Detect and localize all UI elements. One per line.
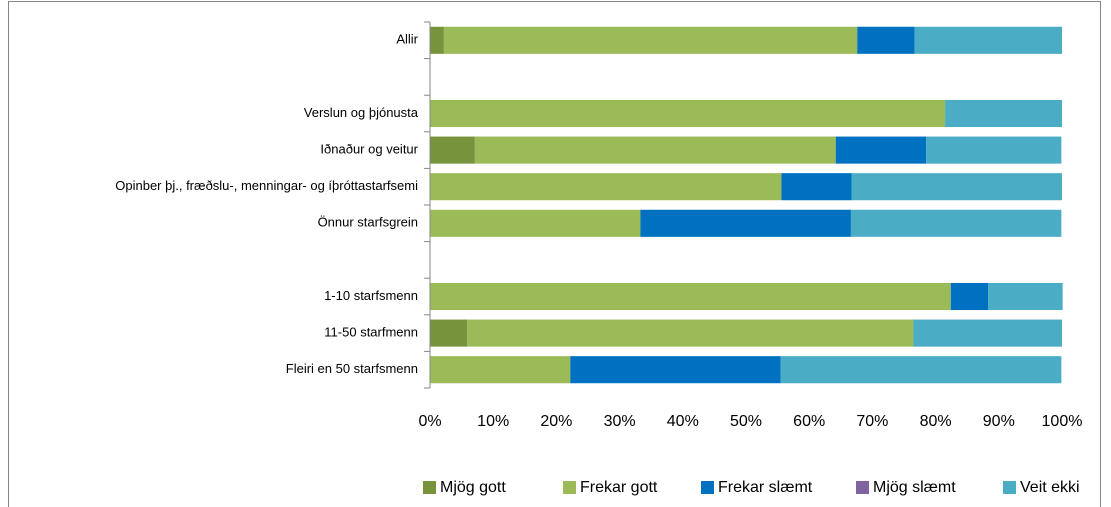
legend-label: Veit ekki: [1020, 479, 1080, 496]
y-tick-label: 11-50 starfmenn: [324, 325, 418, 340]
legend-label: Mjög slæmt: [873, 479, 956, 496]
bar-segment: [430, 26, 444, 54]
bar-segment: [430, 173, 782, 201]
bar-segment: [443, 26, 858, 54]
legend-swatch: [563, 481, 576, 494]
x-tick-label: 60%: [793, 413, 825, 430]
bar-segment: [780, 356, 1062, 384]
legend-label: Mjög gott: [440, 479, 506, 496]
bar-segment: [835, 136, 927, 164]
bar-segment: [430, 282, 951, 311]
bar-segment: [913, 319, 1062, 347]
bar-segment: [430, 209, 641, 237]
y-tick-label: Iðnaður og veitur: [320, 142, 418, 157]
legend-swatch: [1003, 481, 1016, 494]
legend-swatch: [856, 481, 869, 494]
x-tick-label: 80%: [920, 413, 952, 430]
y-tick-label: Verslun og þjónusta: [304, 105, 419, 120]
x-tick-label: 30%: [604, 413, 636, 430]
x-tick-label: 10%: [477, 413, 509, 430]
legend-label: Frekar gott: [580, 479, 658, 496]
bar-segment: [945, 99, 1062, 128]
legend-label: Frekar slæmt: [718, 479, 813, 496]
bar-segment: [926, 136, 1062, 164]
bar-segment: [430, 319, 468, 347]
bar-segment: [914, 26, 1062, 54]
x-tick-label: 50%: [730, 413, 762, 430]
y-tick-label: Önnur starfsgrein: [318, 215, 418, 230]
x-tick-label: 20%: [540, 413, 572, 430]
bar-segment: [950, 282, 989, 311]
bar-segment: [570, 356, 781, 384]
x-tick-label: 100%: [1042, 413, 1083, 430]
x-tick-label: 40%: [667, 413, 699, 430]
x-tick-label: 70%: [856, 413, 888, 430]
chart-frame: [8, 1, 1101, 507]
y-tick-label: 1-10 starfsmenn: [324, 288, 418, 303]
bar-segment: [430, 136, 475, 164]
y-tick-label: Fleiri en 50 starfsmenn: [286, 361, 418, 376]
bar-segment: [430, 99, 946, 128]
bar-segment: [857, 26, 915, 54]
x-tick-label: 90%: [983, 413, 1015, 430]
bar-segment: [640, 209, 851, 237]
bar-segment: [988, 282, 1063, 311]
bar-segment: [781, 173, 852, 201]
legend-swatch: [701, 481, 714, 494]
y-tick-label: Allir: [396, 32, 418, 47]
bar-segment: [474, 136, 836, 164]
bar-segment: [467, 319, 914, 347]
bar-segment: [430, 356, 571, 384]
x-tick-label: 0%: [418, 413, 441, 430]
legend-swatch: [423, 481, 436, 494]
y-tick-label: Opinber þj., fræðslu-, menningar- og íþr…: [115, 178, 418, 193]
bar-segment: [851, 173, 1062, 201]
bar-segment: [850, 209, 1062, 237]
